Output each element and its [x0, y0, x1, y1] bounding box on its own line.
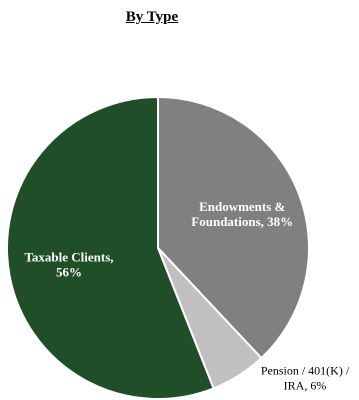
pie-slice — [6, 95, 215, 400]
chart-title: By Type — [125, 9, 179, 25]
pie-slice — [157, 95, 310, 360]
slice-label: Pension / 401(K) / IRA, 6% — [261, 364, 350, 393]
slice-label: Endowments & Foundations, 38% — [191, 199, 293, 229]
slice-label: Taxable Clients, 56% — [24, 249, 113, 279]
